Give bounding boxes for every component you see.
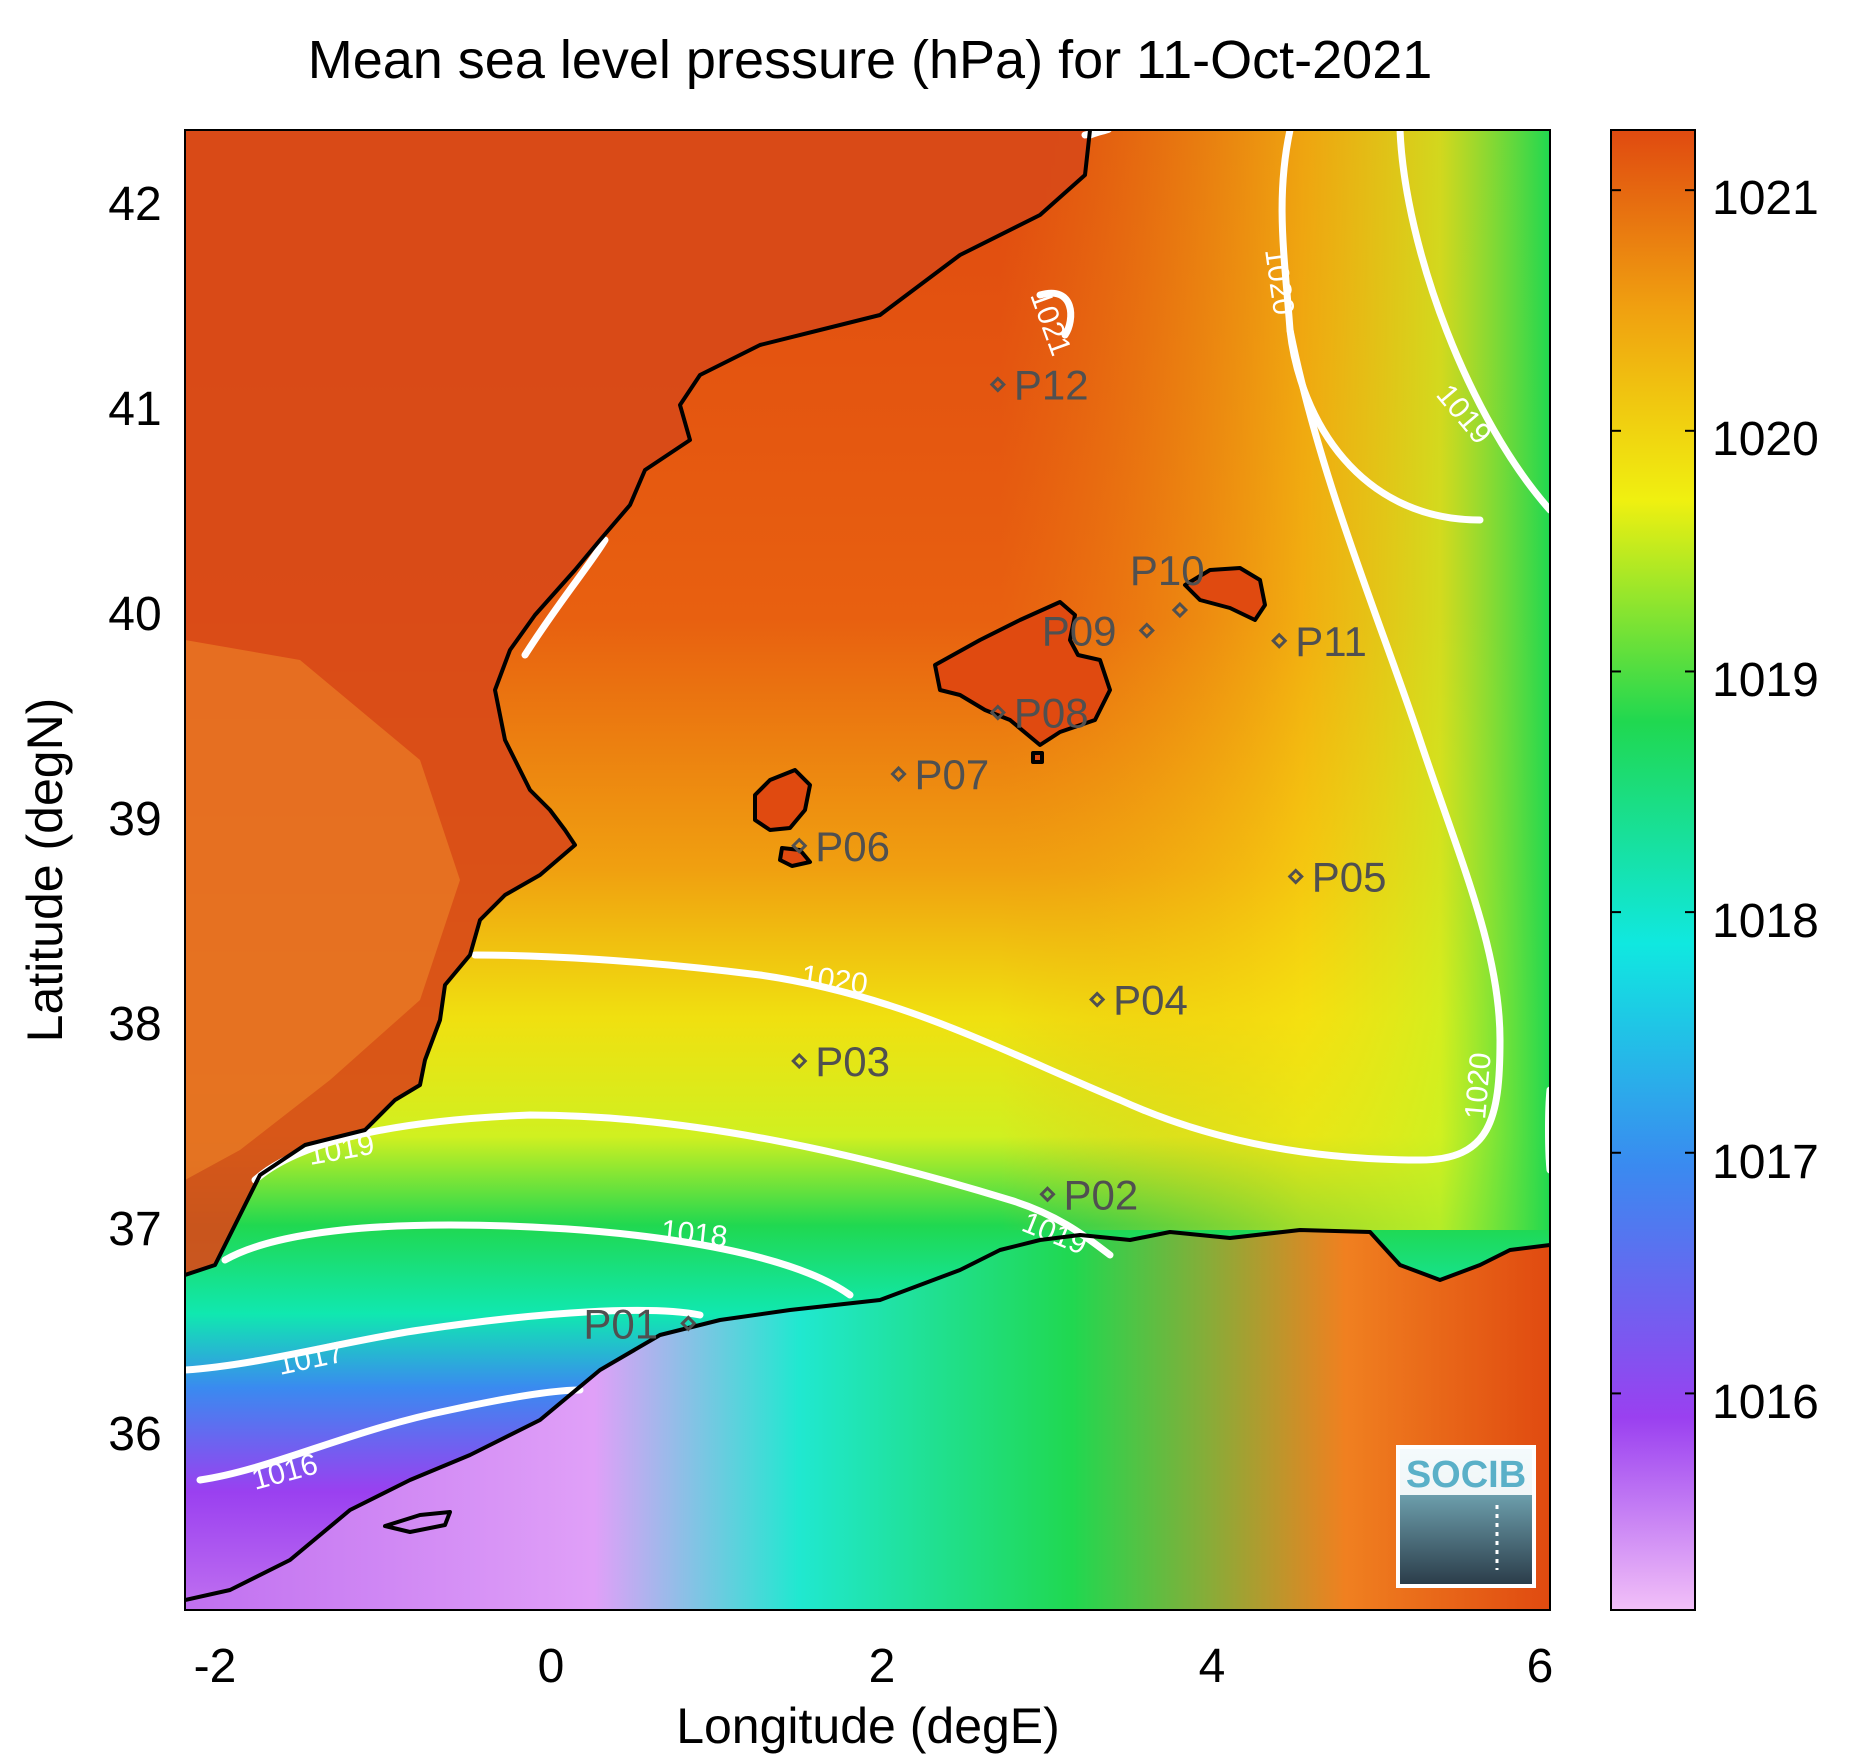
station-label: P02 xyxy=(1064,1171,1139,1218)
svg-text:SOCIB: SOCIB xyxy=(1406,1454,1526,1496)
colorbar-label: 1019 xyxy=(1712,654,1819,707)
station-marker xyxy=(791,837,808,854)
x-tick-label: 2 xyxy=(869,1640,896,1693)
contour-label: 1020 xyxy=(1459,1051,1498,1120)
station-label: P12 xyxy=(1014,362,1089,409)
station-marker xyxy=(1271,632,1288,649)
y-tick-label: 39 xyxy=(108,793,161,846)
x-tick-label: 6 xyxy=(1527,1640,1554,1693)
y-axis-label: Latitude (degN) xyxy=(17,698,73,1043)
station-marker xyxy=(1138,622,1155,639)
chart-title: Mean sea level pressure (hPa) for 11-Oct… xyxy=(308,30,1433,90)
y-tick-label: 42 xyxy=(108,178,161,231)
station-label: P01 xyxy=(583,1300,658,1347)
station-marker xyxy=(1089,991,1106,1008)
station-marker xyxy=(680,1315,697,1332)
colorbar-label: 1016 xyxy=(1712,1376,1819,1429)
y-tick-label: 38 xyxy=(108,998,161,1051)
station-label: P10 xyxy=(1130,547,1205,594)
map-frame xyxy=(184,129,1551,1611)
x-ticks: -2 0 2 4 6 xyxy=(194,1640,1554,1693)
colorbar xyxy=(1610,129,1696,1611)
contour-label: 1018 xyxy=(659,1214,729,1254)
x-tick-label: 0 xyxy=(538,1640,565,1693)
station-label: P11 xyxy=(1295,618,1367,665)
station-markers: P01 P02 P03 P04 P05 P06 P07 P08 P09 P10 P11 P12 xyxy=(583,362,1386,1348)
y-tick-label: 36 xyxy=(108,1408,161,1461)
x-tick-label: 4 xyxy=(1199,1640,1226,1693)
iberia-coastline xyxy=(185,130,1092,1277)
y-ticks: 36 37 38 39 40 41 42 xyxy=(108,178,161,1461)
colorbar-label: 1017 xyxy=(1712,1136,1819,1189)
x-axis-label: Longitude (degE) xyxy=(676,1698,1060,1754)
y-tick-label: 41 xyxy=(108,383,161,436)
cabrera-island xyxy=(1031,751,1044,764)
station-marker xyxy=(989,376,1006,393)
station-marker xyxy=(1171,601,1189,619)
ibiza-island xyxy=(753,768,812,832)
station-marker xyxy=(1039,1186,1056,1203)
colorbar-label: 1021 xyxy=(1712,172,1819,225)
station-label: P07 xyxy=(915,751,990,798)
station-label: P08 xyxy=(1014,690,1089,737)
africa-coastline xyxy=(185,1228,1550,1602)
station-label: P04 xyxy=(1113,977,1188,1024)
pressure-field: 1021 1020 1019 1020 1019 1019 1018 1017 … xyxy=(185,130,1550,1610)
mallorca-island xyxy=(933,600,1112,747)
station-marker xyxy=(1287,868,1304,885)
station-marker xyxy=(890,765,907,783)
station-marker xyxy=(989,704,1006,721)
y-tick-label: 37 xyxy=(108,1203,161,1256)
socib-logo: SOCIB xyxy=(1396,1445,1536,1588)
menorca-island xyxy=(1183,566,1267,622)
colorbar-label: 1020 xyxy=(1712,413,1819,466)
station-marker xyxy=(791,1052,808,1070)
station-label: P06 xyxy=(815,823,890,870)
colorbar-label: 1018 xyxy=(1712,895,1819,948)
x-tick-label: -2 xyxy=(194,1640,237,1693)
y-tick-label: 40 xyxy=(108,588,161,641)
station-label: P03 xyxy=(815,1038,890,1085)
station-label: P09 xyxy=(1042,608,1117,655)
station-label: P05 xyxy=(1312,854,1387,901)
